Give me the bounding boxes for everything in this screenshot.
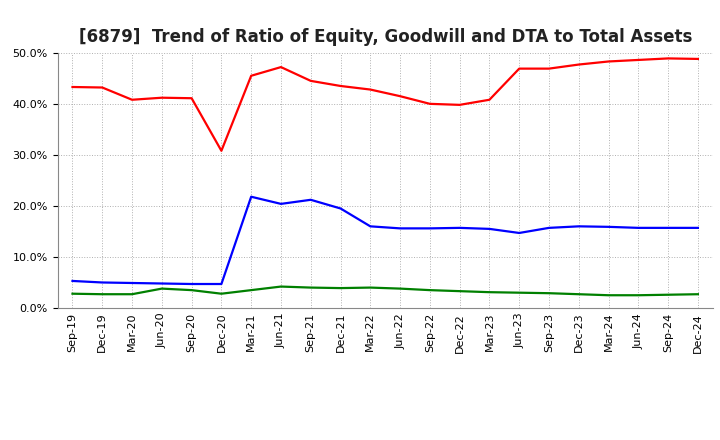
Goodwill [336,206,345,211]
Equity [336,83,345,88]
Goodwill [515,230,523,235]
Deferred Tax Assets [426,287,434,293]
Deferred Tax Assets [366,285,374,290]
Deferred Tax Assets [634,293,643,298]
Goodwill [217,281,226,286]
Deferred Tax Assets [217,291,226,297]
Deferred Tax Assets [664,292,672,297]
Deferred Tax Assets [693,292,702,297]
Goodwill [158,281,166,286]
Equity [68,84,77,90]
Equity [187,95,196,101]
Equity [217,148,226,154]
Goodwill [664,225,672,231]
Equity [276,64,285,70]
Deferred Tax Assets [276,284,285,289]
Goodwill [604,224,613,230]
Goodwill [307,197,315,202]
Equity [455,102,464,107]
Equity [515,66,523,71]
Goodwill [247,194,256,199]
Goodwill [634,225,643,231]
Goodwill [575,224,583,229]
Goodwill [396,226,405,231]
Deferred Tax Assets [545,290,554,296]
Goodwill [485,226,494,231]
Deferred Tax Assets [455,289,464,294]
Title: [6879]  Trend of Ratio of Equity, Goodwill and DTA to Total Assets: [6879] Trend of Ratio of Equity, Goodwil… [78,28,692,46]
Equity [604,59,613,64]
Equity [307,78,315,84]
Equity [396,94,405,99]
Goodwill [693,225,702,231]
Equity [426,101,434,106]
Goodwill [455,225,464,231]
Equity [485,97,494,103]
Line: Goodwill: Goodwill [73,197,698,284]
Equity [366,87,374,92]
Equity [127,97,136,103]
Deferred Tax Assets [336,286,345,291]
Deferred Tax Assets [575,292,583,297]
Deferred Tax Assets [187,287,196,293]
Equity [158,95,166,100]
Equity [664,56,672,61]
Goodwill [187,281,196,286]
Goodwill [98,280,107,285]
Equity [545,66,554,71]
Deferred Tax Assets [515,290,523,295]
Goodwill [366,224,374,229]
Equity [634,57,643,62]
Deferred Tax Assets [485,290,494,295]
Equity [693,56,702,62]
Deferred Tax Assets [396,286,405,291]
Deferred Tax Assets [604,293,613,298]
Deferred Tax Assets [98,292,107,297]
Goodwill [545,225,554,231]
Line: Equity: Equity [73,59,698,151]
Goodwill [426,226,434,231]
Goodwill [276,201,285,206]
Deferred Tax Assets [247,287,256,293]
Deferred Tax Assets [127,292,136,297]
Deferred Tax Assets [68,291,77,297]
Deferred Tax Assets [158,286,166,291]
Equity [247,73,256,78]
Equity [98,85,107,90]
Goodwill [68,279,77,284]
Deferred Tax Assets [307,285,315,290]
Equity [575,62,583,67]
Goodwill [127,280,136,286]
Line: Deferred Tax Assets: Deferred Tax Assets [73,286,698,295]
